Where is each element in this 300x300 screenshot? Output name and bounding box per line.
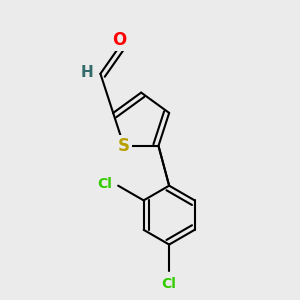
Text: O: O — [112, 31, 126, 49]
Text: Cl: Cl — [162, 277, 177, 291]
Text: S: S — [118, 137, 130, 155]
Text: Cl: Cl — [98, 177, 112, 191]
Text: H: H — [81, 65, 94, 80]
